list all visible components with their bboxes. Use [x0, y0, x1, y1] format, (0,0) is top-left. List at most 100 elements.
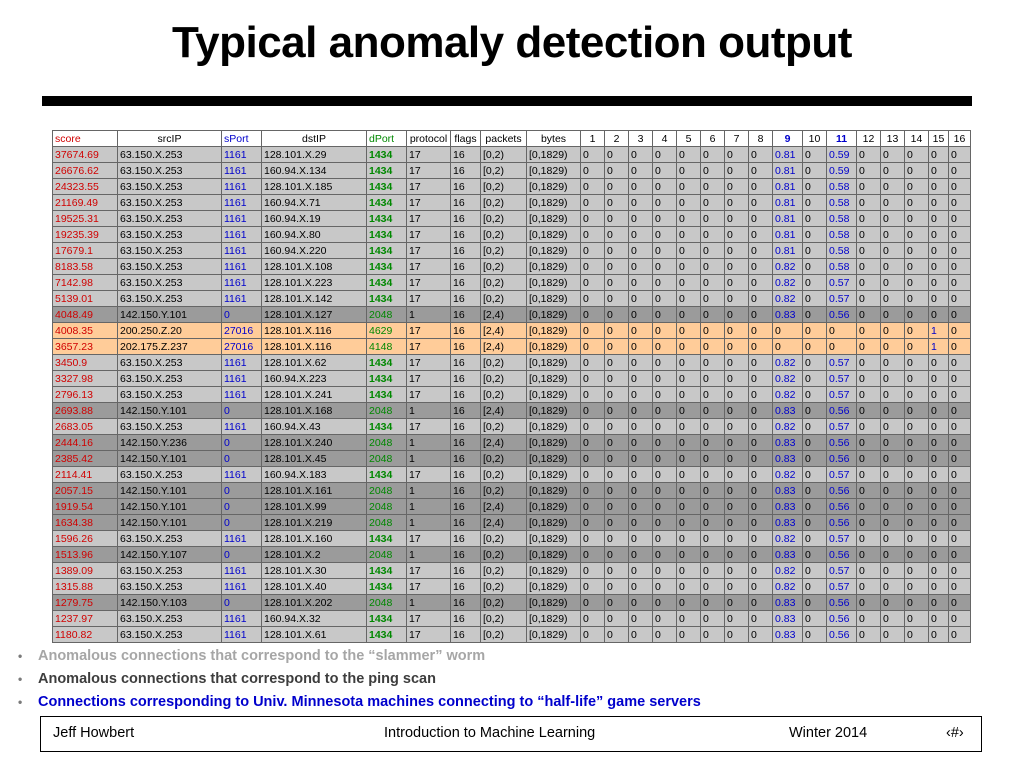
- column-header: 6: [700, 130, 725, 147]
- table-cell: 0: [652, 562, 677, 579]
- table-cell: 1161: [221, 146, 262, 163]
- table-cell: 0: [802, 514, 827, 531]
- table-cell: 0: [948, 306, 971, 323]
- table-cell: 0: [724, 146, 749, 163]
- table-cell: [0,1829): [526, 418, 581, 435]
- table-cell: 0.82: [772, 370, 803, 387]
- table-cell: 1434: [366, 354, 407, 371]
- table-cell: 128.101.X.219: [261, 514, 367, 531]
- table-cell: 0: [676, 610, 701, 627]
- table-cell: 0: [748, 306, 773, 323]
- table-cell: 0: [676, 146, 701, 163]
- table-cell: 17: [406, 162, 451, 179]
- table-cell: 0: [676, 530, 701, 547]
- table-row: 1389.09 63.150.X.253 1161 128.101.X.30 1434 1…: [52, 562, 971, 579]
- table-cell: 0.83: [772, 306, 803, 323]
- table-cell: 1161: [221, 354, 262, 371]
- table-row: 1634.38 142.150.Y.101 0 128.101.X.219 2048 1 1…: [52, 514, 971, 531]
- table-cell: 1: [406, 434, 451, 451]
- table-cell: 21169.49: [52, 194, 118, 211]
- table-cell: 0: [880, 498, 905, 515]
- table-cell: 0: [856, 418, 881, 435]
- table-cell: 0: [826, 338, 857, 355]
- table-cell: 63.150.X.253: [117, 162, 222, 179]
- column-header: 8: [748, 130, 773, 147]
- table-cell: 0.56: [826, 514, 857, 531]
- table-cell: 128.101.X.160: [261, 530, 367, 547]
- table-row: 5139.01 63.150.X.253 1161 128.101.X.142 1434…: [52, 290, 971, 307]
- table-row: 37674.69 63.150.X.253 1161 128.101.X.29 1434…: [52, 146, 971, 163]
- table-cell: 0: [856, 482, 881, 499]
- table-cell: 17: [406, 578, 451, 595]
- table-cell: 0: [802, 210, 827, 227]
- table-cell: [0,2): [480, 578, 527, 595]
- table-cell: [0,1829): [526, 626, 581, 643]
- table-cell: 0: [856, 354, 881, 371]
- table-cell: 0: [802, 258, 827, 275]
- table-cell: 0: [700, 610, 725, 627]
- table-cell: 0: [628, 594, 653, 611]
- table-cell: 128.101.X.99: [261, 498, 367, 515]
- table-cell: 142.150.Y.101: [117, 482, 222, 499]
- table-cell: 63.150.X.253: [117, 194, 222, 211]
- table-cell: 0: [802, 242, 827, 259]
- table-cell: 1161: [221, 242, 262, 259]
- table-cell: 0: [604, 418, 629, 435]
- table-cell: 0: [604, 610, 629, 627]
- table-row: 3657.23 202.175.Z.237 27016 128.101.X.116 41…: [52, 338, 971, 355]
- table-cell: 0.57: [826, 370, 857, 387]
- table-cell: 0: [856, 578, 881, 595]
- table-cell: 0: [628, 610, 653, 627]
- table-cell: [0,1829): [526, 514, 581, 531]
- table-cell: 0: [948, 338, 971, 355]
- table-cell: 160.94.X.19: [261, 210, 367, 227]
- table-cell: 63.150.X.253: [117, 226, 222, 243]
- table-cell: [2,4): [480, 338, 527, 355]
- table-cell: 2048: [366, 306, 407, 323]
- table-cell: 0: [880, 482, 905, 499]
- table-cell: 0.57: [826, 274, 857, 291]
- table-cell: 0: [802, 162, 827, 179]
- table-cell: 0: [724, 290, 749, 307]
- table-row: 4048.49 142.150.Y.101 0 128.101.X.127 2048 1 1…: [52, 306, 971, 323]
- table-cell: 0: [628, 338, 653, 355]
- table-cell: 0: [928, 274, 949, 291]
- table-cell: 0: [748, 290, 773, 307]
- table-cell: 0: [928, 386, 949, 403]
- table-cell: 128.101.X.108: [261, 258, 367, 275]
- table-cell: 0: [748, 338, 773, 355]
- table-cell: 0: [580, 274, 605, 291]
- table-cell: 16: [450, 402, 481, 419]
- table-cell: [0,1829): [526, 466, 581, 483]
- table-row: 21169.49 63.150.X.253 1161 160.94.X.71 1434 1…: [52, 194, 971, 211]
- table-cell: 3327.98: [52, 370, 118, 387]
- table-cell: 0: [604, 578, 629, 595]
- table-cell: 0: [880, 306, 905, 323]
- table-cell: 0: [928, 546, 949, 563]
- table-cell: 0: [856, 450, 881, 467]
- table-cell: 5139.01: [52, 290, 118, 307]
- table-cell: 0.81: [772, 146, 803, 163]
- table-cell: [0,1829): [526, 194, 581, 211]
- table-cell: 0: [748, 226, 773, 243]
- table-cell: 0: [928, 402, 949, 419]
- table-cell: 0: [802, 370, 827, 387]
- table-cell: 0.83: [772, 610, 803, 627]
- table-cell: 0: [652, 402, 677, 419]
- table-cell: 0: [856, 402, 881, 419]
- table-cell: 0: [628, 466, 653, 483]
- table-cell: 0: [580, 530, 605, 547]
- table-cell: 0: [948, 482, 971, 499]
- table-cell: 0: [856, 466, 881, 483]
- table-cell: 0: [948, 530, 971, 547]
- table-cell: 1434: [366, 530, 407, 547]
- table-cell: 0: [748, 450, 773, 467]
- table-cell: 0: [580, 354, 605, 371]
- table-cell: 0: [856, 146, 881, 163]
- table-cell: 0: [928, 610, 949, 627]
- table-cell: 63.150.X.253: [117, 258, 222, 275]
- table-cell: 0.82: [772, 578, 803, 595]
- table-cell: 0.56: [826, 402, 857, 419]
- table-cell: 0: [604, 434, 629, 451]
- table-cell: 128.101.X.185: [261, 178, 367, 195]
